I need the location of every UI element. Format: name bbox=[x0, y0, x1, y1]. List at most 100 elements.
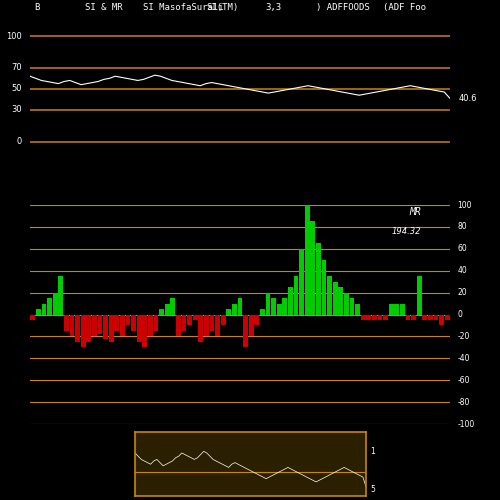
Bar bbox=[109, 314, 114, 342]
Bar bbox=[333, 282, 338, 314]
Text: 100: 100 bbox=[6, 32, 22, 40]
Bar bbox=[114, 314, 119, 331]
Text: MR: MR bbox=[409, 207, 420, 217]
Bar bbox=[327, 276, 332, 314]
Text: SI MasofaSurali: SI MasofaSurali bbox=[144, 3, 224, 12]
Bar bbox=[243, 314, 248, 348]
Bar bbox=[389, 304, 394, 314]
Text: SI & MR: SI & MR bbox=[84, 3, 122, 12]
Bar bbox=[310, 222, 315, 314]
Bar bbox=[176, 314, 181, 336]
Text: 80: 80 bbox=[458, 222, 467, 232]
Text: 60: 60 bbox=[458, 244, 467, 254]
Bar bbox=[445, 314, 450, 320]
Bar bbox=[366, 314, 371, 320]
Bar bbox=[294, 276, 298, 314]
Bar bbox=[47, 298, 52, 314]
Text: 40: 40 bbox=[458, 266, 467, 275]
Text: B: B bbox=[34, 3, 40, 12]
Text: 70: 70 bbox=[11, 64, 22, 72]
Bar bbox=[299, 249, 304, 314]
Text: 0: 0 bbox=[16, 137, 22, 146]
Bar bbox=[58, 276, 63, 314]
Bar bbox=[422, 314, 427, 320]
Text: -40: -40 bbox=[458, 354, 470, 363]
Bar bbox=[411, 314, 416, 320]
Bar bbox=[193, 314, 198, 320]
Bar bbox=[355, 304, 360, 314]
Bar bbox=[277, 304, 281, 314]
Bar bbox=[103, 314, 108, 338]
Bar bbox=[170, 298, 175, 314]
Bar bbox=[226, 309, 231, 314]
Bar bbox=[350, 298, 354, 314]
Bar bbox=[238, 298, 242, 314]
Bar bbox=[42, 304, 46, 314]
Text: 3,3: 3,3 bbox=[265, 3, 281, 12]
Bar bbox=[120, 314, 125, 336]
Text: -80: -80 bbox=[458, 398, 469, 406]
Bar bbox=[182, 314, 186, 331]
Bar bbox=[338, 287, 343, 314]
Bar bbox=[210, 314, 214, 331]
Bar bbox=[266, 292, 270, 314]
Bar bbox=[434, 314, 438, 320]
Bar bbox=[187, 314, 192, 326]
Bar bbox=[154, 314, 158, 331]
Text: -20: -20 bbox=[458, 332, 469, 341]
Bar bbox=[249, 314, 254, 336]
Bar bbox=[344, 292, 349, 314]
Bar bbox=[53, 292, 58, 314]
Bar bbox=[406, 314, 410, 320]
Text: -60: -60 bbox=[458, 376, 470, 384]
Bar bbox=[198, 314, 203, 342]
Text: 0: 0 bbox=[458, 310, 462, 319]
Text: 194.32: 194.32 bbox=[391, 227, 420, 236]
Bar bbox=[305, 205, 310, 314]
Bar bbox=[131, 314, 136, 331]
Bar bbox=[378, 314, 382, 320]
Bar bbox=[260, 309, 265, 314]
Text: 50: 50 bbox=[11, 84, 22, 94]
Bar bbox=[439, 314, 444, 326]
Bar bbox=[316, 244, 321, 314]
Bar bbox=[254, 314, 259, 326]
Text: 40.6: 40.6 bbox=[458, 94, 477, 103]
Bar bbox=[282, 298, 287, 314]
Text: 100: 100 bbox=[458, 200, 472, 209]
Bar bbox=[204, 314, 209, 336]
Text: 30: 30 bbox=[11, 106, 22, 114]
Text: SI(TM): SI(TM) bbox=[206, 3, 238, 12]
Bar bbox=[70, 314, 74, 336]
Bar bbox=[361, 314, 366, 320]
Bar bbox=[428, 314, 433, 320]
Bar bbox=[159, 309, 164, 314]
Bar bbox=[126, 314, 130, 326]
Bar bbox=[75, 314, 80, 342]
Text: ) ADFFOODS: ) ADFFOODS bbox=[316, 3, 370, 12]
Bar bbox=[232, 304, 237, 314]
Bar bbox=[81, 314, 86, 348]
Bar bbox=[64, 314, 69, 331]
Bar bbox=[400, 304, 405, 314]
Bar bbox=[36, 309, 41, 314]
Bar bbox=[372, 314, 377, 320]
Bar bbox=[215, 314, 220, 336]
Bar bbox=[383, 314, 388, 320]
Bar bbox=[165, 304, 170, 314]
Bar bbox=[148, 314, 153, 336]
Bar bbox=[137, 314, 141, 342]
Bar bbox=[98, 314, 102, 334]
Bar bbox=[288, 287, 293, 314]
Bar bbox=[30, 314, 35, 320]
Text: (ADF Foo: (ADF Foo bbox=[383, 3, 426, 12]
Bar bbox=[86, 314, 91, 342]
Bar bbox=[271, 298, 276, 314]
Text: -100: -100 bbox=[458, 420, 474, 428]
Bar bbox=[394, 304, 399, 314]
Bar bbox=[322, 260, 326, 314]
Bar bbox=[92, 314, 97, 336]
Bar bbox=[417, 276, 422, 314]
Text: 20: 20 bbox=[458, 288, 467, 297]
Bar bbox=[142, 314, 147, 348]
